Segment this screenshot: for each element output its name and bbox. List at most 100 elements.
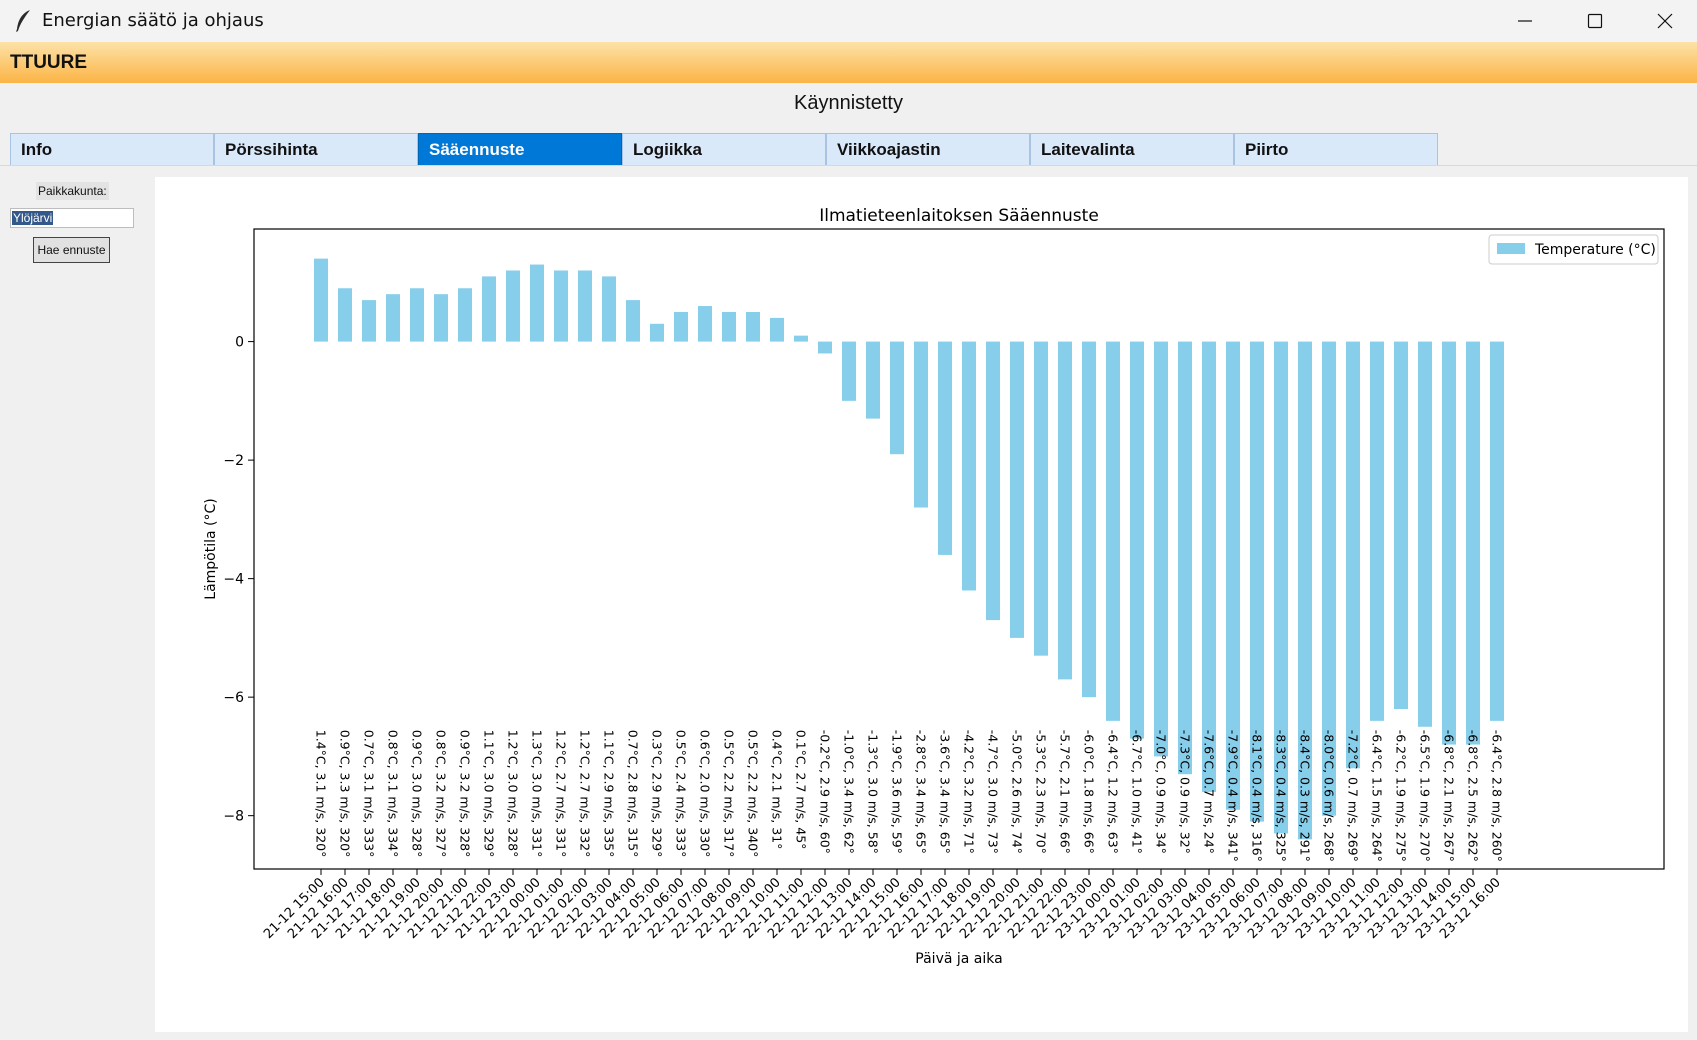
temperature-bar [1346, 341, 1360, 769]
minimize-icon [1518, 20, 1532, 22]
bar-annotation: 1.1°C, 3.0 m/s, 329° [482, 730, 497, 858]
temperature-bar [1202, 341, 1216, 792]
bar-annotation: 0.9°C, 3.2 m/s, 328° [458, 730, 473, 858]
bar-annotation: 1.2°C, 3.0 m/s, 328° [506, 730, 521, 858]
app-banner: TTUURE [0, 42, 1697, 83]
city-input[interactable]: Ylöjärvi [10, 208, 134, 228]
bar-annotation: -1.9°C, 3.6 m/s, 59° [890, 730, 905, 854]
temperature-bar [1154, 341, 1168, 757]
close-icon [1657, 13, 1673, 29]
temperature-bar [746, 311, 760, 342]
tab-piirto[interactable]: Piirto [1234, 133, 1438, 166]
temperature-bar [1274, 341, 1288, 834]
temperature-bar [818, 341, 832, 354]
bar-annotation: -8.1°C, 0.4 m/s, 316° [1250, 730, 1265, 862]
temperature-bar [1250, 341, 1264, 822]
plot-frame [253, 228, 1665, 870]
bar-annotation: -7.9°C, 0.4 m/s, 341° [1226, 730, 1241, 862]
legend-swatch [1497, 243, 1525, 254]
temperature-bar [506, 270, 520, 342]
bar-annotation: -8.3°C, 0.4 m/s, 325° [1274, 730, 1289, 862]
feather-icon [16, 10, 30, 32]
temperature-bar [1010, 341, 1024, 638]
temperature-bar [794, 335, 808, 342]
bar-annotation: -8.0°C, 0.6 m/s, 268° [1322, 730, 1337, 862]
bar-annotation: 0.8°C, 3.2 m/s, 327° [434, 730, 449, 858]
bar-annotation: 0.6°C, 2.0 m/s, 330° [698, 730, 713, 858]
bar-annotation: 0.5°C, 2.2 m/s, 317° [722, 730, 737, 858]
temperature-bar [578, 270, 592, 342]
temperature-bar [1298, 341, 1312, 840]
forecast-chart: 0 −2 −4 −6 −8 1.4°C, 3.1 m/s, 320° 0.9°C, 3.3… [203, 206, 1665, 967]
bar-annotation: -6.7°C, 1.0 m/s, 41° [1130, 730, 1145, 854]
temperature-bar [842, 341, 856, 401]
temperature-bar [1466, 341, 1480, 745]
bar-annotation: -6.4°C, 1.5 m/s, 264° [1370, 730, 1385, 862]
bar-annotation: 1.3°C, 3.0 m/s, 331° [530, 730, 545, 858]
maximize-button[interactable] [1560, 0, 1630, 42]
temperature-bar [866, 341, 880, 419]
temperature-bar [554, 270, 568, 342]
temperature-bar [1394, 341, 1408, 709]
temperature-bar [626, 300, 640, 342]
bar-annotation: -0.2°C, 2.9 m/s, 60° [818, 730, 833, 854]
tab-porssihinta[interactable]: Pörssihinta [214, 133, 418, 166]
bar-annotation: -7.0°C, 0.9 m/s, 34° [1154, 730, 1169, 854]
bar-annotation: -6.5°C, 1.9 m/s, 270° [1418, 730, 1433, 862]
bar-annotation: 0.5°C, 2.2 m/s, 340° [746, 730, 761, 858]
temperature-bar [338, 288, 352, 342]
bar-annotation: -4.2°C, 3.2 m/s, 71° [962, 730, 977, 854]
bar-annotation: 0.7°C, 3.1 m/s, 333° [362, 730, 377, 858]
bar-annotation: 1.1°C, 2.9 m/s, 335° [602, 730, 617, 858]
bar-annotation: -7.3°C, 0.9 m/s, 32° [1178, 730, 1193, 854]
status-text: Käynnistetty [794, 92, 903, 114]
window-title: Energian säätö ja ohjaus [42, 10, 264, 31]
bar-annotation: 0.5°C, 2.4 m/s, 333° [674, 730, 689, 858]
bar-annotation: -5.0°C, 2.6 m/s, 74° [1010, 730, 1025, 854]
tab-viikkoajastin[interactable]: Viikkoajastin [826, 133, 1030, 166]
temperature-bar [1226, 341, 1240, 810]
y-tick-label: −4 [223, 572, 244, 588]
temperature-bar [890, 341, 904, 455]
tab-divider [0, 165, 1697, 166]
tab-saaennuste[interactable]: Sääennuste [418, 133, 622, 166]
bar-annotation: -6.0°C, 1.8 m/s, 66° [1082, 730, 1097, 854]
bar-annotation: -6.4°C, 2.8 m/s, 260° [1490, 730, 1505, 862]
temperature-bar [314, 258, 328, 342]
tab-laitevalinta[interactable]: Laitevalinta [1030, 133, 1234, 166]
temperature-bar [458, 288, 472, 342]
bar-annotation: -6.8°C, 2.1 m/s, 267° [1442, 730, 1457, 862]
tab-logiikka[interactable]: Logiikka [622, 133, 826, 166]
temperature-bar [1370, 341, 1384, 721]
maximize-icon [1587, 13, 1603, 29]
temperature-bar [1178, 341, 1192, 775]
close-button[interactable] [1630, 0, 1697, 42]
bar-annotation: -4.7°C, 3.0 m/s, 73° [986, 730, 1001, 854]
chart-title: Ilmatieteenlaitoksen Sääennuste [819, 206, 1099, 226]
bar-annotation: -1.0°C, 3.4 m/s, 62° [842, 730, 857, 854]
bar-annotation: -5.3°C, 2.3 m/s, 70° [1034, 730, 1049, 854]
bar-annotation: 0.9°C, 3.3 m/s, 320° [338, 730, 353, 858]
temperature-bar [1322, 341, 1336, 816]
fetch-forecast-button[interactable]: Hae ennuste [33, 237, 110, 263]
bar-annotation: 1.2°C, 2.7 m/s, 331° [554, 730, 569, 858]
temperature-bar [1034, 341, 1048, 656]
bar-annotation: 1.2°C, 2.7 m/s, 332° [578, 730, 593, 858]
legend: Temperature (°C) [1488, 234, 1659, 265]
bar-annotation: -8.4°C, 0.3 m/s, 291° [1298, 730, 1313, 862]
temperature-bar [602, 276, 616, 342]
y-tick-label: 0 [235, 335, 244, 351]
title-bar: Energian säätö ja ohjaus [0, 0, 1697, 42]
legend-frame [1488, 234, 1659, 265]
bar-annotation: -7.6°C, 0.7 m/s, 24° [1202, 730, 1217, 854]
chart-panel: 0 −2 −4 −6 −8 1.4°C, 3.1 m/s, 320° 0.9°C, 3.3… [155, 177, 1688, 1032]
tab-info[interactable]: Info [10, 133, 214, 166]
minimize-button[interactable] [1490, 0, 1560, 42]
temperature-bar [650, 323, 664, 342]
bar-annotation: 0.3°C, 2.9 m/s, 329° [650, 730, 665, 858]
temperature-bar [434, 294, 448, 342]
y-tick-label: −8 [223, 809, 244, 825]
temperature-bar [362, 300, 376, 342]
bar-annotation: 0.1°C, 2.7 m/s, 45° [794, 730, 809, 850]
bar-annotation: -5.7°C, 2.1 m/s, 66° [1058, 730, 1073, 854]
